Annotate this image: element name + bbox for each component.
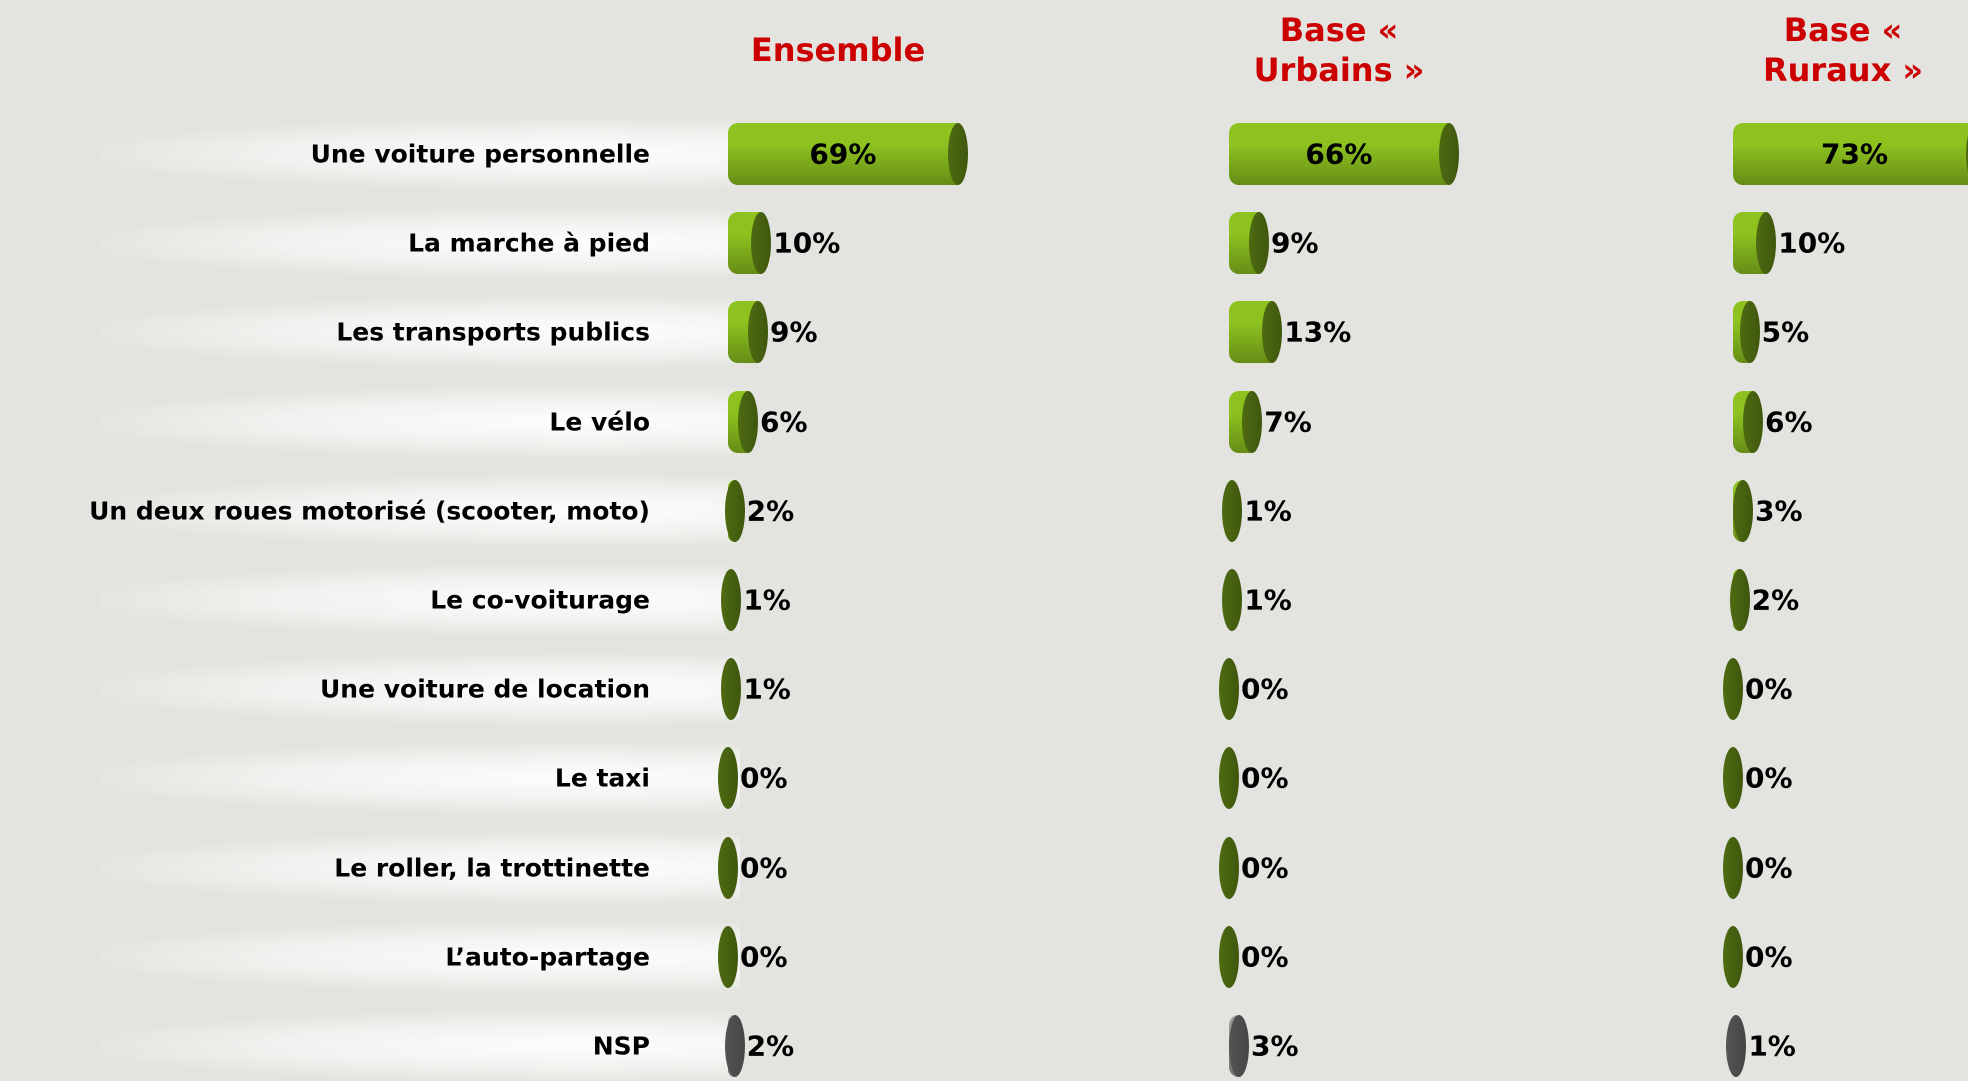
label-glow bbox=[100, 832, 740, 903]
bar-cap bbox=[1756, 212, 1777, 275]
value-label: 6% bbox=[1764, 405, 1813, 439]
label-glow bbox=[100, 475, 740, 546]
value-label: 2% bbox=[746, 1029, 795, 1063]
category-label: Le co-voiturage bbox=[430, 585, 650, 615]
value-label: 1% bbox=[1244, 494, 1292, 528]
value-label: 2% bbox=[746, 494, 795, 528]
category-label: L’auto-partage bbox=[445, 942, 650, 972]
bar-cap bbox=[1242, 390, 1263, 453]
bar-cap bbox=[1732, 479, 1753, 542]
value-label: 1% bbox=[1244, 583, 1292, 617]
bar-cap bbox=[1723, 747, 1743, 810]
category-label: Les transports publics bbox=[336, 317, 650, 347]
value-label: 5% bbox=[1761, 315, 1810, 349]
value-label: 13% bbox=[1284, 315, 1352, 349]
bar-cap bbox=[718, 836, 738, 899]
bar-cap bbox=[1228, 1015, 1249, 1077]
bar-cap bbox=[1723, 836, 1743, 899]
bar-cap bbox=[1248, 212, 1269, 275]
value-label: 1% bbox=[743, 672, 791, 706]
value-label: 0% bbox=[1745, 672, 1793, 706]
bar-cap bbox=[1219, 747, 1239, 810]
label-glow bbox=[100, 386, 740, 457]
bar-cap bbox=[721, 569, 742, 631]
label-glow bbox=[100, 297, 740, 368]
value-label: 0% bbox=[740, 940, 788, 974]
value-label: 9% bbox=[1270, 226, 1319, 260]
value-label: 0% bbox=[1241, 940, 1289, 974]
category-label: Un deux roues motorisé (scooter, moto) bbox=[89, 496, 650, 526]
label-glow bbox=[100, 921, 740, 992]
label-glow bbox=[100, 743, 740, 814]
bar-cap bbox=[947, 123, 968, 185]
value-label: 73% bbox=[1821, 137, 1889, 171]
bar-cap bbox=[1723, 925, 1743, 988]
label-glow bbox=[100, 208, 740, 279]
series-title: Base « Urbains » bbox=[1253, 11, 1425, 89]
series-title: Ensemble bbox=[750, 31, 926, 69]
bar-cap bbox=[718, 925, 738, 988]
bar-cap bbox=[747, 301, 768, 364]
value-label: 0% bbox=[1745, 940, 1793, 974]
bar bbox=[1229, 123, 1449, 185]
bar-cap bbox=[1438, 123, 1459, 185]
bar-cap bbox=[1739, 301, 1760, 364]
category-label: Une voiture personnelle bbox=[310, 139, 650, 169]
bar-cap bbox=[1219, 658, 1239, 721]
bar-cap bbox=[1966, 123, 1968, 185]
bar-cap bbox=[724, 1015, 745, 1077]
series-title: Base « Ruraux » bbox=[1762, 11, 1924, 89]
bar-cap bbox=[721, 658, 742, 721]
value-label: 6% bbox=[759, 405, 808, 439]
bar bbox=[1733, 123, 1968, 185]
bar-cap bbox=[1729, 569, 1750, 631]
bar-cap bbox=[718, 747, 738, 810]
value-label: 0% bbox=[740, 761, 788, 795]
label-glow bbox=[100, 1011, 740, 1081]
value-label: 7% bbox=[1264, 405, 1312, 439]
category-label: Une voiture de location bbox=[319, 674, 650, 704]
value-label: 3% bbox=[1250, 1029, 1299, 1063]
value-label: 0% bbox=[740, 851, 788, 885]
value-label: 0% bbox=[1241, 672, 1289, 706]
value-label: 1% bbox=[743, 583, 791, 617]
value-label: 0% bbox=[1241, 851, 1289, 885]
category-label: Le taxi bbox=[554, 763, 650, 793]
bar-cap bbox=[1262, 301, 1283, 364]
value-label: 0% bbox=[1745, 761, 1793, 795]
value-label: 0% bbox=[1241, 761, 1289, 795]
category-label: Le roller, la trottinette bbox=[334, 853, 650, 883]
bar-cap bbox=[1726, 1015, 1747, 1077]
bar-cap bbox=[737, 390, 758, 453]
label-glow bbox=[100, 119, 740, 189]
bar-cap bbox=[1219, 925, 1239, 988]
category-label: Le vélo bbox=[549, 407, 650, 437]
value-label: 1% bbox=[1748, 1029, 1796, 1063]
category-label: La marche à pied bbox=[408, 228, 650, 258]
bar-cap bbox=[1222, 569, 1243, 631]
value-label: 10% bbox=[1778, 226, 1846, 260]
value-label: 3% bbox=[1754, 494, 1803, 528]
bar-cap bbox=[1219, 836, 1239, 899]
bar-cap bbox=[1723, 658, 1743, 721]
bar bbox=[728, 123, 958, 185]
value-label: 69% bbox=[809, 137, 877, 171]
value-label: 10% bbox=[773, 226, 841, 260]
value-label: 2% bbox=[1751, 583, 1800, 617]
value-label: 9% bbox=[769, 315, 818, 349]
category-label: NSP bbox=[592, 1031, 650, 1061]
label-glow bbox=[100, 654, 740, 725]
bar-cap bbox=[1742, 390, 1763, 453]
value-label: 0% bbox=[1745, 851, 1793, 885]
label-glow bbox=[100, 565, 740, 635]
value-label: 66% bbox=[1305, 137, 1373, 171]
bar-cap bbox=[724, 479, 745, 542]
bar-cap bbox=[751, 212, 772, 275]
bar-cap bbox=[1222, 479, 1243, 542]
